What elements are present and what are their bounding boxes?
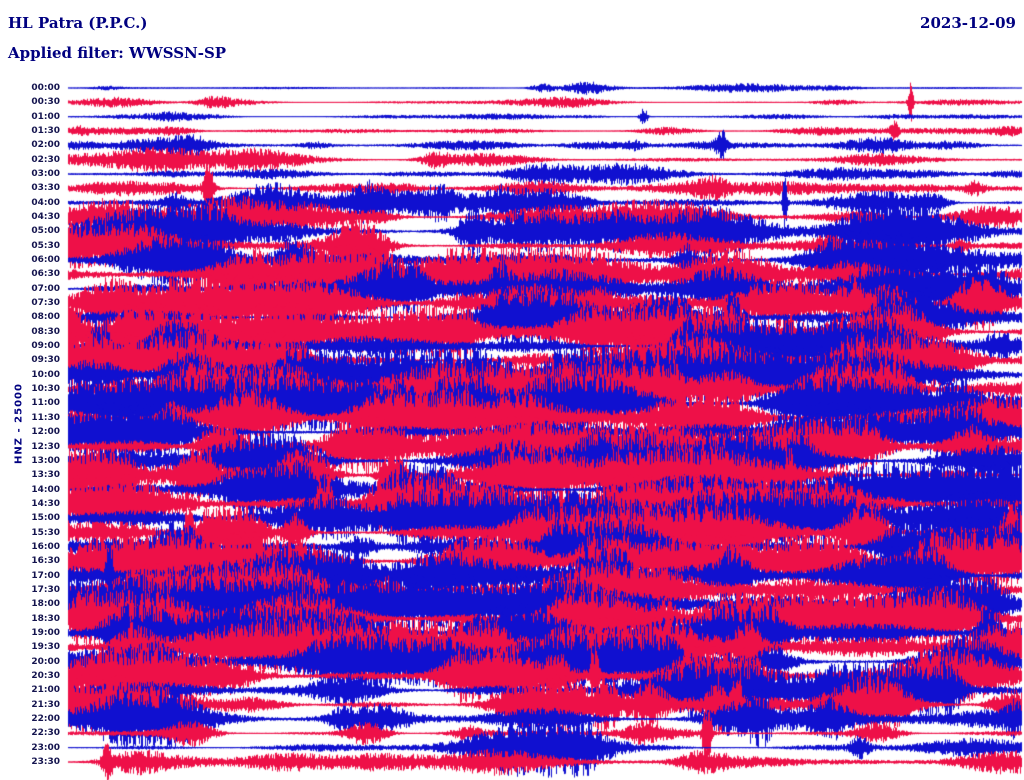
station-title: HL Patra (P.P.C.) [8, 14, 148, 32]
filter-label: Applied filter: WWSSN-SP [8, 44, 227, 62]
scale-label: HNZ - 25000 [13, 383, 25, 464]
date-label: 2023-12-09 [920, 14, 1016, 32]
